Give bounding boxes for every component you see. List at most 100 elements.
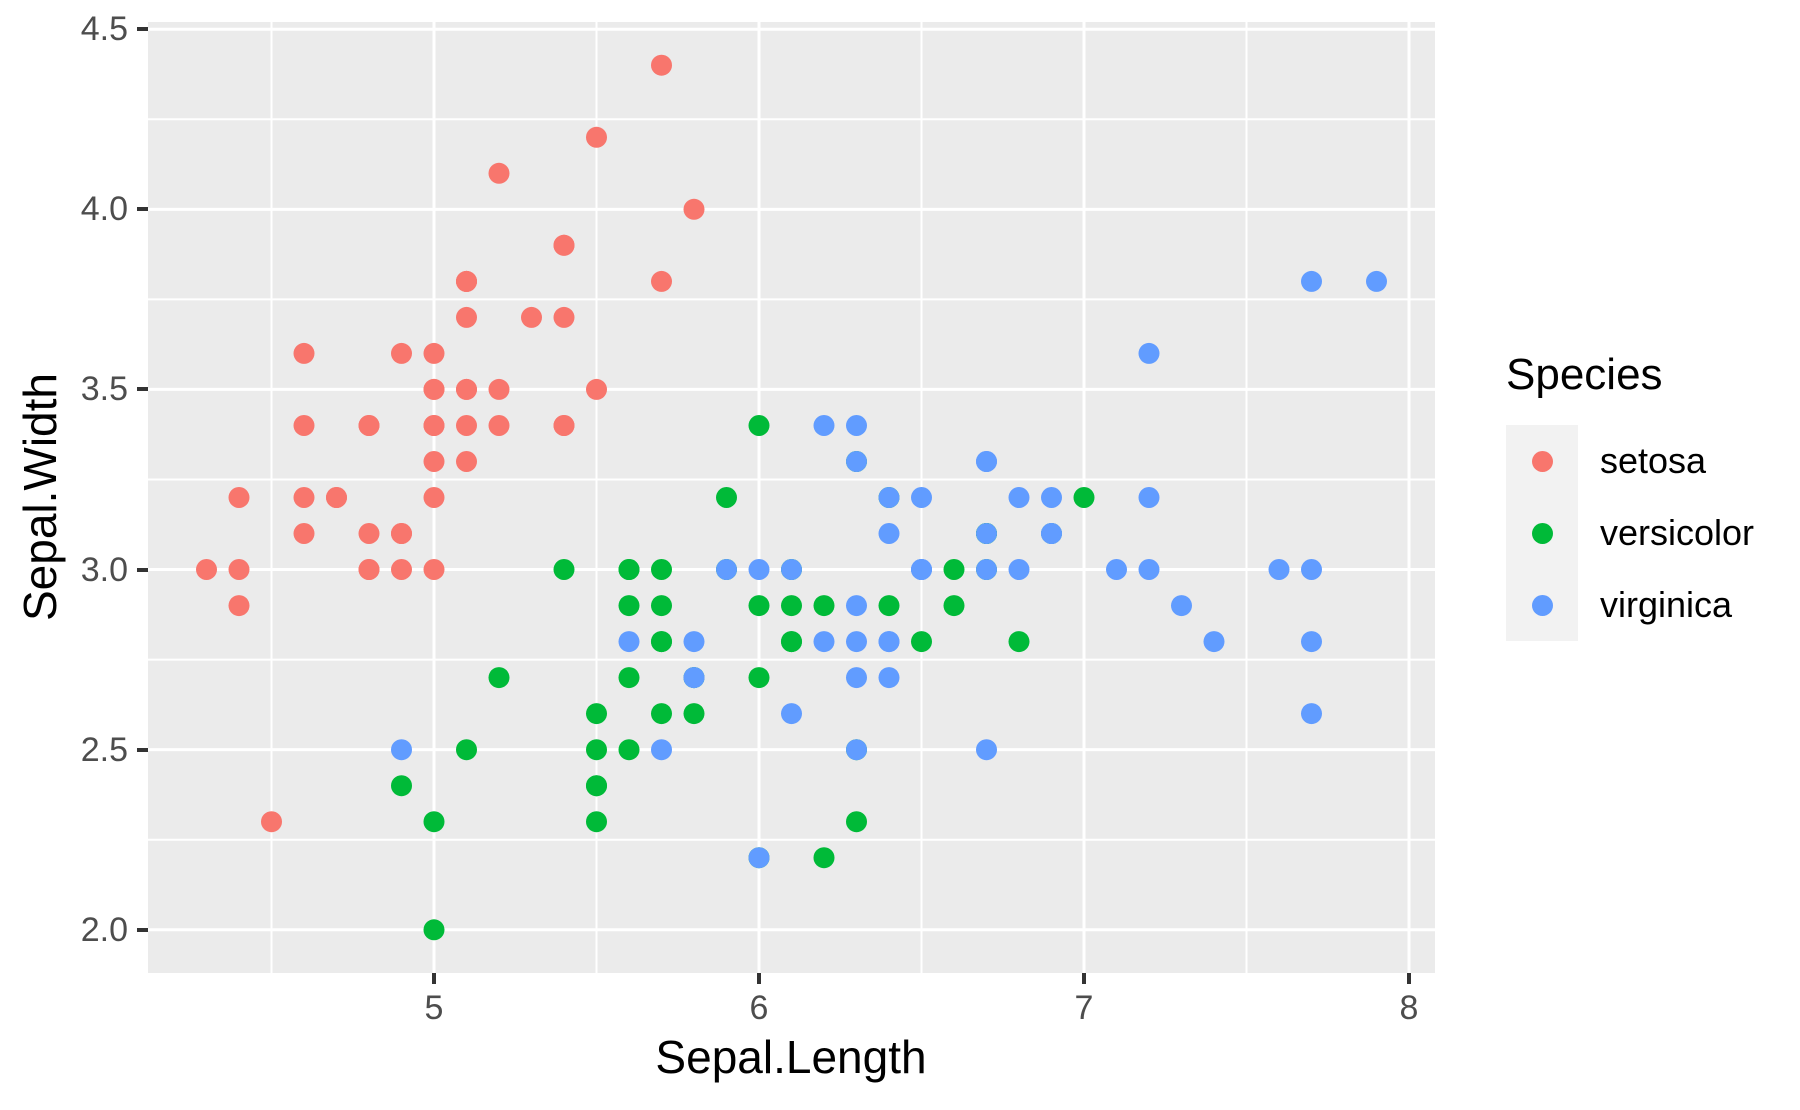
legend-key <box>1506 497 1578 569</box>
y-axis-title: Sepal.Width <box>14 372 66 622</box>
data-point-versicolor <box>618 667 640 689</box>
data-point-versicolor <box>488 667 510 689</box>
data-point-virginica <box>1301 270 1322 292</box>
data-point-setosa <box>423 415 445 436</box>
data-point-versicolor <box>813 595 835 617</box>
data-point-virginica <box>683 631 705 653</box>
data-point-setosa <box>488 378 510 400</box>
data-point-virginica <box>1106 559 1127 580</box>
data-point-versicolor <box>586 811 607 833</box>
legend: Species setosa versicolor virginica <box>1506 350 1754 641</box>
y-tick-mark <box>137 567 148 572</box>
data-point-setosa <box>586 126 607 148</box>
data-point-virginica <box>878 667 900 689</box>
data-point-setosa <box>651 54 672 76</box>
data-point-setosa <box>391 342 412 364</box>
data-point-virginica <box>391 739 412 761</box>
data-point-virginica <box>1171 595 1192 617</box>
data-point-versicolor <box>748 667 770 689</box>
data-point-virginica <box>976 523 997 544</box>
data-point-virginica <box>846 667 867 689</box>
data-point-virginica <box>1138 487 1160 508</box>
data-point-versicolor <box>813 847 835 869</box>
data-point-virginica <box>878 523 900 544</box>
x-axis-title: Sepal.Length <box>655 1031 927 1083</box>
data-point-setosa <box>423 559 445 580</box>
data-point-virginica <box>911 487 932 508</box>
data-point-versicolor <box>651 703 672 725</box>
data-point-setosa <box>423 487 445 508</box>
data-point-versicolor <box>586 775 607 797</box>
legend-entry-virginica: virginica <box>1506 569 1754 641</box>
data-point-virginica <box>846 415 867 436</box>
data-point-versicolor <box>651 595 672 617</box>
data-point-setosa <box>228 595 250 617</box>
data-point-versicolor <box>456 739 477 761</box>
data-point-virginica <box>683 667 705 689</box>
x-tick-mark <box>432 973 436 984</box>
data-point-setosa <box>553 234 575 256</box>
legend-title: Species <box>1506 350 1663 399</box>
data-point-virginica <box>813 415 835 436</box>
data-point-setosa <box>358 559 380 580</box>
data-point-setosa <box>293 487 315 508</box>
data-point-versicolor <box>586 739 607 761</box>
data-point-virginica <box>1041 523 1062 544</box>
data-point-versicolor <box>1008 631 1030 653</box>
data-point-setosa <box>391 523 412 544</box>
data-point-setosa <box>423 342 445 364</box>
data-point-versicolor <box>781 595 802 617</box>
data-point-virginica <box>651 739 672 761</box>
data-point-setosa <box>553 306 575 328</box>
data-point-versicolor <box>423 811 445 833</box>
data-point-setosa <box>293 342 315 364</box>
data-point-virginica <box>716 559 737 580</box>
data-point-virginica <box>1008 559 1030 580</box>
data-point-virginica <box>1203 631 1225 653</box>
y-tick-label: 2.5 <box>80 730 128 769</box>
y-tick-label: 3.5 <box>80 370 128 409</box>
y-tick-label: 3.0 <box>80 550 128 589</box>
data-point-versicolor <box>781 631 802 653</box>
data-point-versicolor <box>1073 487 1095 508</box>
data-point-virginica <box>846 739 867 761</box>
y-tick-label: 4.5 <box>80 10 128 49</box>
virginica-point-icon <box>1531 594 1553 616</box>
data-point-setosa <box>651 270 672 292</box>
y-tick-mark <box>137 27 148 32</box>
data-point-virginica <box>1268 559 1290 580</box>
x-tick-label: 8 <box>1399 989 1419 1027</box>
y-tick-mark <box>137 387 148 392</box>
data-point-versicolor <box>651 631 672 653</box>
legend-label: versicolor <box>1600 512 1755 553</box>
data-point-virginica <box>911 559 932 580</box>
data-point-setosa <box>553 415 575 436</box>
data-point-setosa <box>521 306 542 328</box>
data-point-setosa <box>456 270 477 292</box>
data-point-setosa <box>228 487 250 508</box>
data-point-versicolor <box>651 559 672 580</box>
legend-key <box>1506 569 1578 641</box>
data-point-setosa <box>196 559 217 580</box>
data-point-virginica <box>846 631 867 653</box>
data-point-virginica <box>618 631 640 653</box>
legend-entry-versicolor: versicolor <box>1506 497 1754 569</box>
data-point-virginica <box>846 595 867 617</box>
data-point-setosa <box>228 559 250 580</box>
versicolor-point-icon <box>1531 522 1553 544</box>
data-point-versicolor <box>716 487 737 508</box>
data-point-setosa <box>456 451 477 472</box>
data-point-virginica <box>748 559 770 580</box>
data-point-virginica <box>748 847 770 869</box>
y-tick-mark <box>137 927 148 932</box>
data-point-virginica <box>976 559 997 580</box>
data-point-setosa <box>261 811 282 833</box>
data-point-setosa <box>423 378 445 400</box>
data-point-setosa <box>358 415 380 436</box>
data-point-versicolor <box>683 703 705 725</box>
data-point-virginica <box>813 631 835 653</box>
data-point-versicolor <box>878 595 900 617</box>
data-point-virginica <box>846 451 867 472</box>
x-tick-label: 6 <box>749 989 769 1027</box>
